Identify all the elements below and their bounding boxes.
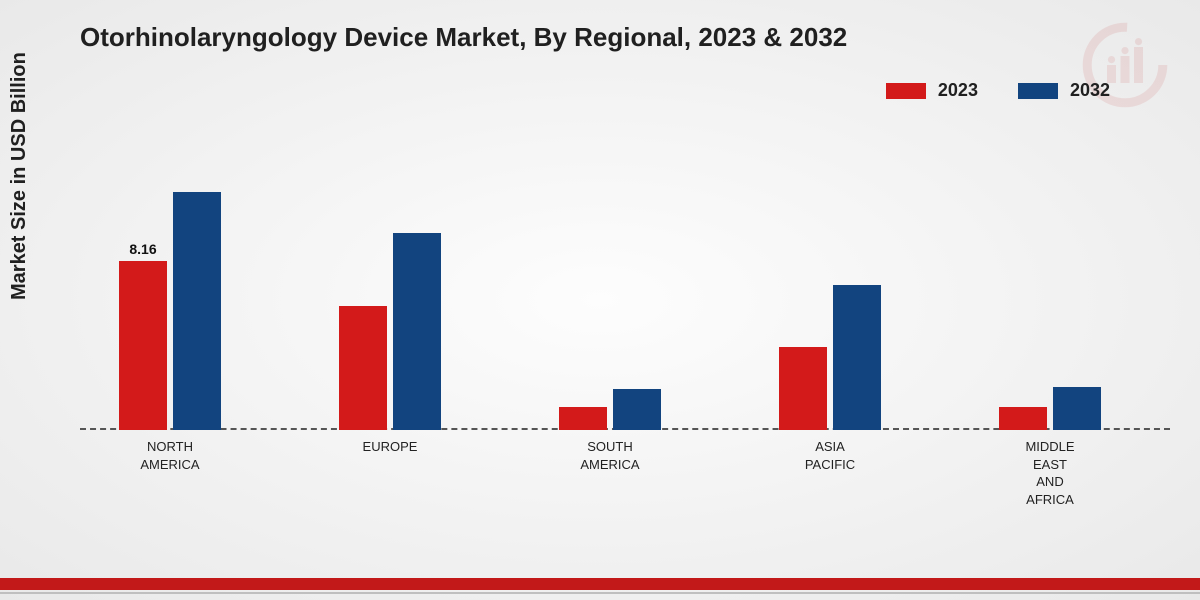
bar-group: 8.16 [110,192,230,430]
y-axis-label: Market Size in USD Billion [8,52,31,300]
bar-2032 [173,192,221,430]
legend-item-2032: 2032 [1018,80,1110,101]
legend-item-2023: 2023 [886,80,978,101]
legend: 2023 2032 [886,80,1110,101]
bar-group [990,387,1110,431]
footer-accent-bar [0,578,1200,590]
plot-area: 8.16 [80,140,1170,430]
x-axis-category-label: EUROPE [320,438,460,456]
bar-2032 [1053,387,1101,431]
bar-2032 [833,285,881,430]
bar-2023 [779,347,827,430]
bar-value-label: 8.16 [129,241,156,257]
x-axis-category-label: NORTH AMERICA [100,438,240,473]
legend-swatch-2023 [886,83,926,99]
legend-swatch-2032 [1018,83,1058,99]
x-axis-category-label: SOUTH AMERICA [540,438,680,473]
bar-group [770,285,890,430]
bar-2032 [393,233,441,430]
bar-group [330,233,450,430]
bar-2023: 8.16 [119,261,167,430]
x-axis-category-label: ASIA PACIFIC [760,438,900,473]
bar-group [550,389,670,430]
bar-2023 [339,306,387,430]
bar-2032 [613,389,661,430]
bar-2023 [999,407,1047,430]
footer-underline [0,592,1200,594]
chart-title: Otorhinolaryngology Device Market, By Re… [80,22,847,53]
legend-label-2023: 2023 [938,80,978,101]
bar-2023 [559,407,607,430]
x-axis-category-label: MIDDLE EAST AND AFRICA [980,438,1120,508]
legend-label-2032: 2032 [1070,80,1110,101]
